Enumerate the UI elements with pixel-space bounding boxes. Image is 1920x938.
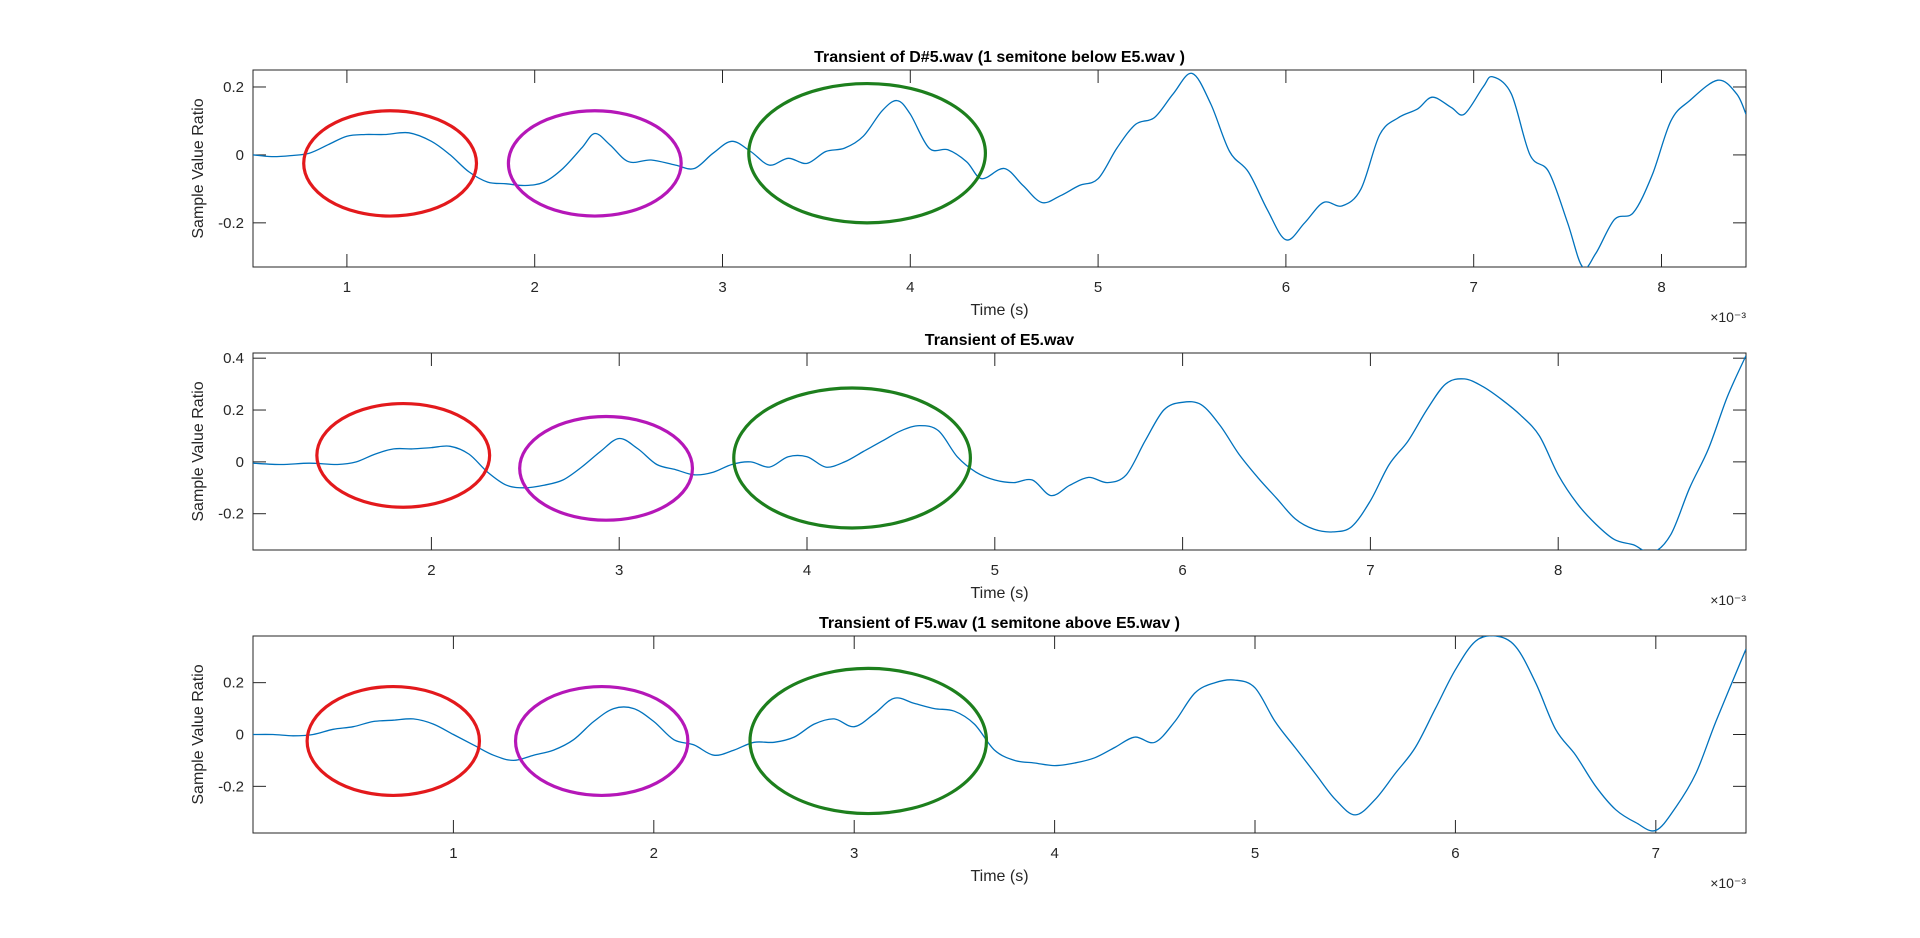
x-tick-label: 7 (1470, 279, 1478, 296)
y-axis-label: Sample Value Ratio (190, 98, 207, 238)
x-tick-label: 4 (1050, 845, 1058, 862)
y-tick-label: 0 (236, 147, 244, 164)
y-tick-label: -0.2 (218, 215, 244, 232)
x-tick-label: 1 (343, 279, 351, 296)
chart-title: Transient of D#5.wav (1 semitone below E… (814, 49, 1185, 66)
x-tick-label: 4 (906, 279, 914, 296)
x-tick-label: 7 (1366, 562, 1374, 579)
x-axis-label: Time (s) (970, 302, 1028, 319)
annotation-ellipse-magenta (513, 684, 690, 798)
plot-area (252, 635, 1747, 834)
y-tick-label: 0 (236, 454, 244, 471)
annotation-ellipse-green (732, 386, 972, 530)
annotation-ellipse-green (748, 666, 989, 816)
y-axis-label: Sample Value Ratio (190, 664, 207, 804)
x-tick-label: 2 (531, 279, 539, 296)
x-tick-label: 6 (1282, 279, 1290, 296)
plot-content (253, 636, 1746, 832)
x-axis-exponent: ×10⁻³ (1710, 309, 1746, 325)
plot-area (252, 69, 1747, 268)
y-tick-label: -0.2 (218, 778, 244, 795)
annotation-ellipse-magenta (506, 109, 683, 218)
annotation-ellipse-red (305, 684, 482, 798)
x-tick-label: 8 (1657, 279, 1665, 296)
subplot-d-sharp5: 1 2 3 4 5 6 7 8 -0.2 0 0.2 Transient of D#5.wav (1 … (190, 49, 1747, 325)
x-tick-label: 3 (850, 845, 858, 862)
y-tick-label: 0.2 (223, 675, 244, 692)
x-tick-label: 6 (1451, 845, 1459, 862)
x-tick-label: 4 (803, 562, 811, 579)
y-tick-label: 0.2 (223, 402, 244, 419)
y-tick-label: 0 (236, 727, 244, 744)
chart-title: Transient of E5.wav (925, 332, 1074, 349)
y-tick-label: 0.2 (223, 79, 244, 96)
annotation-ellipse-green (747, 81, 988, 225)
y-tick-label: -0.2 (218, 506, 244, 523)
x-tick-label: 2 (650, 845, 658, 862)
x-axis-label: Time (s) (970, 868, 1028, 885)
annotation-ellipse-magenta (518, 414, 695, 522)
x-tick-label: 5 (1094, 279, 1102, 296)
x-tick-label: 1 (449, 845, 457, 862)
annotation-ellipse-red (315, 401, 492, 509)
chart-title: Transient of F5.wav (1 semitone above E5… (819, 615, 1180, 632)
x-axis-exponent: ×10⁻³ (1710, 875, 1746, 891)
waveform-line (253, 636, 1746, 832)
annotation-ellipse-red (302, 109, 479, 218)
subplot-e5: 2 3 4 5 6 7 8 -0.2 0 0.2 0.4 Transient of E5.wav Tim… (190, 332, 1747, 608)
x-axis-exponent: ×10⁻³ (1710, 592, 1746, 608)
x-tick-label: 6 (1178, 562, 1186, 579)
x-tick-label: 3 (615, 562, 623, 579)
x-tick-label: 5 (1251, 845, 1259, 862)
x-tick-label: 8 (1554, 562, 1562, 579)
x-tick-label: 5 (991, 562, 999, 579)
subplot-f5: 1 2 3 4 5 6 7 -0.2 0 0.2 Transient of F5.wav (1 se… (190, 615, 1747, 891)
x-tick-label: 2 (427, 562, 435, 579)
x-tick-label: 3 (718, 279, 726, 296)
plot-area (252, 352, 1747, 551)
x-axis-label: Time (s) (970, 585, 1028, 602)
y-tick-label: 0.4 (223, 350, 244, 367)
y-axis-label: Sample Value Ratio (190, 381, 207, 521)
x-tick-label: 7 (1652, 845, 1660, 862)
